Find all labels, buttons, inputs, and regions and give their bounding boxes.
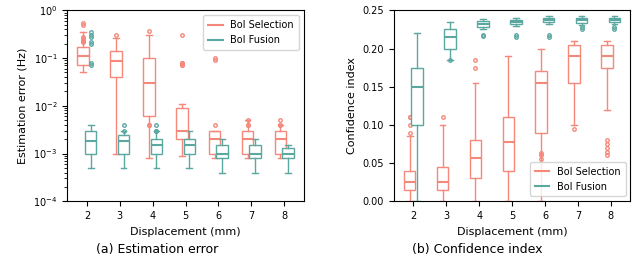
Y-axis label: Confidence index: Confidence index bbox=[347, 57, 357, 154]
PathPatch shape bbox=[404, 171, 415, 190]
PathPatch shape bbox=[536, 71, 547, 133]
PathPatch shape bbox=[601, 45, 612, 68]
PathPatch shape bbox=[437, 167, 449, 190]
Text: (b) Confidence index: (b) Confidence index bbox=[412, 243, 542, 256]
Legend: BoI Selection, BoI Fusion: BoI Selection, BoI Fusion bbox=[204, 15, 299, 50]
PathPatch shape bbox=[470, 140, 481, 178]
PathPatch shape bbox=[143, 58, 155, 116]
PathPatch shape bbox=[444, 29, 456, 49]
PathPatch shape bbox=[77, 47, 89, 66]
PathPatch shape bbox=[209, 131, 220, 154]
PathPatch shape bbox=[118, 134, 129, 154]
Legend: BoI Selection, BoI Fusion: BoI Selection, BoI Fusion bbox=[530, 162, 625, 196]
X-axis label: Displacement (mm): Displacement (mm) bbox=[130, 227, 241, 237]
PathPatch shape bbox=[216, 145, 228, 158]
PathPatch shape bbox=[412, 68, 423, 125]
PathPatch shape bbox=[543, 18, 554, 22]
PathPatch shape bbox=[249, 145, 260, 158]
PathPatch shape bbox=[502, 117, 514, 171]
PathPatch shape bbox=[275, 131, 286, 154]
PathPatch shape bbox=[282, 148, 294, 158]
Text: (a) Estimation error: (a) Estimation error bbox=[95, 243, 218, 256]
PathPatch shape bbox=[110, 51, 122, 77]
PathPatch shape bbox=[85, 131, 97, 154]
PathPatch shape bbox=[477, 21, 489, 27]
PathPatch shape bbox=[510, 20, 522, 24]
X-axis label: Displacement (mm): Displacement (mm) bbox=[457, 227, 568, 237]
PathPatch shape bbox=[184, 139, 195, 154]
Y-axis label: Estimation error (Hz): Estimation error (Hz) bbox=[18, 47, 28, 164]
PathPatch shape bbox=[576, 18, 588, 22]
PathPatch shape bbox=[568, 45, 580, 83]
PathPatch shape bbox=[150, 139, 162, 154]
PathPatch shape bbox=[609, 18, 620, 22]
PathPatch shape bbox=[242, 131, 253, 154]
PathPatch shape bbox=[176, 108, 188, 139]
